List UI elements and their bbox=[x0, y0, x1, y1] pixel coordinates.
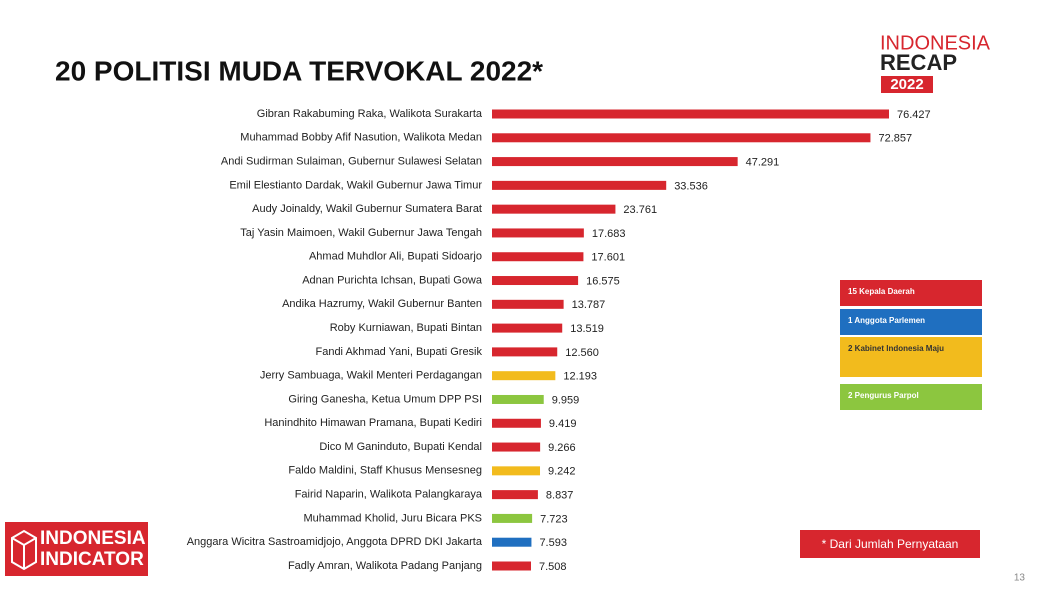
value-label: 17.683 bbox=[592, 228, 626, 240]
value-label: 33.536 bbox=[674, 180, 708, 192]
category-label: Fadly Amran, Walikota Padang Panjang bbox=[288, 560, 482, 572]
legend-label: 1 Anggota Parlemen bbox=[848, 316, 925, 325]
category-label: Anggara Wicitra Sastroamidjojo, Anggota … bbox=[187, 536, 483, 548]
value-label: 76.427 bbox=[897, 109, 931, 121]
bar bbox=[492, 561, 532, 571]
value-label: 9.242 bbox=[548, 466, 576, 478]
bar bbox=[492, 347, 558, 357]
page-number: 13 bbox=[1014, 573, 1026, 584]
value-label: 9.959 bbox=[552, 394, 580, 406]
bar bbox=[492, 490, 538, 500]
logo-text: INDONESIA bbox=[880, 32, 991, 54]
legend-label: 15 Kepala Daerah bbox=[848, 287, 915, 296]
category-label: Jerry Sambuaga, Wakil Menteri Perdaganga… bbox=[260, 370, 482, 382]
legend-swatch bbox=[840, 309, 982, 335]
category-label: Muhammad Bobby Afif Nasution, Walikota M… bbox=[240, 132, 482, 144]
bar bbox=[492, 418, 541, 428]
value-label: 7.508 bbox=[539, 561, 567, 573]
category-label: Taj Yasin Maimoen, Wakil Gubernur Jawa T… bbox=[240, 227, 482, 239]
bar bbox=[492, 204, 616, 214]
category-label: Gibran Rakabuming Raka, Walikota Surakar… bbox=[257, 108, 483, 120]
value-label: 16.575 bbox=[586, 275, 620, 287]
bar bbox=[492, 276, 579, 286]
category-label: Andi Sudirman Sulaiman, Gubernur Sulawes… bbox=[221, 155, 482, 167]
value-label: 17.601 bbox=[591, 252, 625, 264]
value-label: 13.519 bbox=[570, 323, 604, 335]
legend-swatch bbox=[840, 337, 982, 377]
category-label: Dico M Ganinduto, Bupati Kendal bbox=[319, 441, 482, 453]
bar bbox=[492, 299, 564, 309]
legend-label: 2 Kabinet Indonesia Maju bbox=[848, 344, 944, 353]
legend-label: 2 Pengurus Parpol bbox=[848, 391, 919, 400]
bars: Gibran Rakabuming Raka, Walikota Surakar… bbox=[187, 108, 931, 573]
logo-text: INDICATOR bbox=[40, 549, 144, 570]
category-label: Fandi Akhmad Yani, Bupati Gresik bbox=[315, 346, 482, 358]
category-label: Hanindhito Himawan Pramana, Bupati Kedir… bbox=[264, 417, 482, 429]
bar bbox=[492, 133, 871, 143]
category-label: Fairid Naparin, Walikota Palangkaraya bbox=[295, 489, 483, 501]
logo-text: INDONESIA bbox=[40, 528, 146, 549]
bar bbox=[492, 371, 556, 381]
bar bbox=[492, 442, 541, 452]
value-label: 9.419 bbox=[549, 418, 577, 430]
category-label: Ahmad Muhdlor Ali, Bupati Sidoarjo bbox=[309, 251, 482, 263]
note-box bbox=[800, 530, 980, 558]
bar bbox=[492, 109, 889, 119]
category-label: Roby Kurniawan, Bupati Bintan bbox=[330, 322, 482, 334]
bar bbox=[492, 466, 541, 476]
bar bbox=[492, 228, 584, 238]
category-label: Muhammad Kholid, Juru Bicara PKS bbox=[303, 512, 482, 524]
category-label: Faldo Maldini, Staff Khusus Mensesneg bbox=[288, 465, 482, 477]
value-label: 72.857 bbox=[878, 133, 912, 145]
bar bbox=[492, 537, 532, 547]
category-label: Emil Elestianto Dardak, Wakil Gubernur J… bbox=[229, 179, 482, 191]
value-label: 47.291 bbox=[746, 156, 780, 168]
bar bbox=[492, 180, 667, 190]
value-label: 7.723 bbox=[540, 513, 568, 525]
category-label: Audy Joinaldy, Wakil Gubernur Sumatera B… bbox=[252, 203, 482, 215]
logo-badge bbox=[881, 76, 933, 93]
bar bbox=[492, 252, 584, 262]
category-label: Giring Ganesha, Ketua Umum DPP PSI bbox=[288, 393, 482, 405]
value-label: 9.266 bbox=[548, 442, 576, 454]
legend-swatch bbox=[840, 384, 982, 410]
value-label: 7.593 bbox=[539, 537, 567, 549]
bar bbox=[492, 513, 533, 523]
logo-icon bbox=[11, 529, 37, 571]
value-label: 23.761 bbox=[623, 204, 657, 216]
note: * Dari Jumlah Pernyataan bbox=[822, 537, 959, 551]
logo-text: 2022 bbox=[890, 76, 923, 93]
chart-title: 20 POLITISI MUDA TERVOKAL 2022* bbox=[55, 55, 543, 86]
bar bbox=[492, 394, 544, 404]
legend-swatch bbox=[840, 280, 982, 306]
value-label: 8.837 bbox=[546, 490, 574, 502]
category-label: Adnan Purichta Ichsan, Bupati Gowa bbox=[302, 274, 483, 286]
category-label: Andika Hazrumy, Wakil Gubernur Banten bbox=[282, 298, 482, 310]
bar bbox=[492, 323, 563, 333]
value-label: 13.787 bbox=[572, 299, 606, 311]
value-label: 12.193 bbox=[563, 371, 597, 383]
legend: 15 Kepala Daerah 1 Anggota Parlemen 2 Kabi… bbox=[840, 280, 982, 410]
value-label: 12.560 bbox=[565, 347, 599, 359]
bar bbox=[492, 157, 738, 167]
logo-text: RECAP bbox=[880, 50, 957, 75]
